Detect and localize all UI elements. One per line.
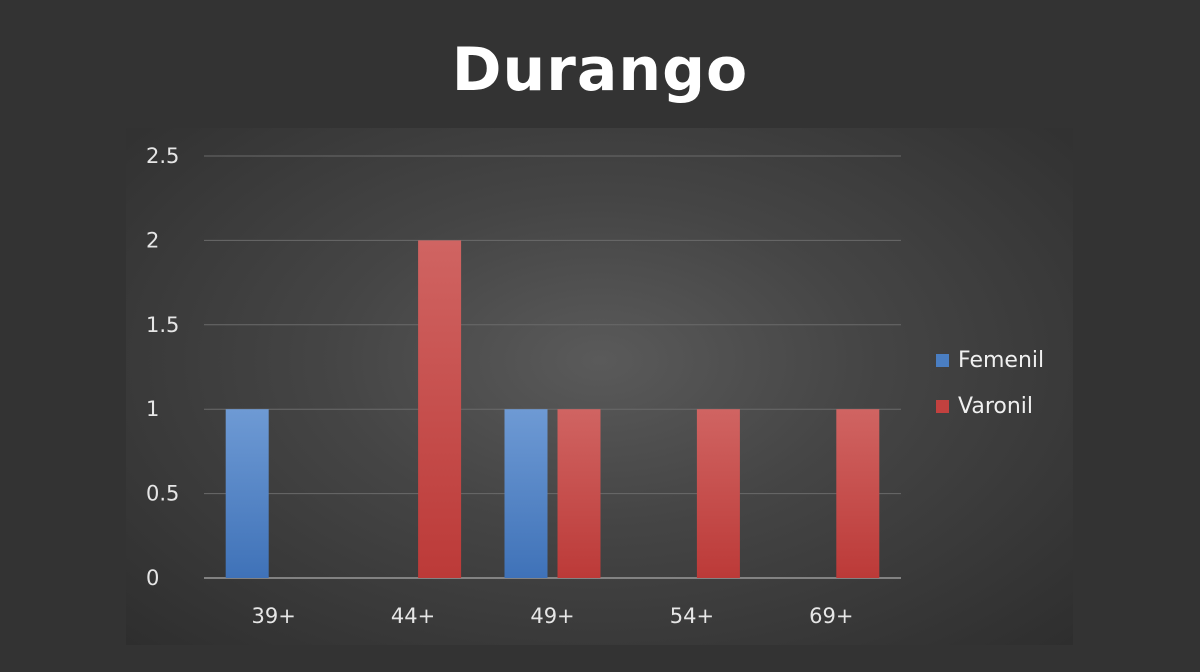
legend: Femenil Varonil xyxy=(936,348,1044,419)
bar-varonil-54plus xyxy=(696,409,740,578)
legend-swatch-varonil xyxy=(936,400,949,413)
x-tick-label: 49+ xyxy=(530,604,574,628)
legend-label-femenil: Femenil xyxy=(958,348,1044,373)
gridlines xyxy=(204,155,901,579)
legend-swatch-femenil xyxy=(936,354,949,367)
bar-femenil-39plus xyxy=(225,409,269,578)
x-tick-label: 54+ xyxy=(670,604,714,628)
y-tick-label: 1.5 xyxy=(146,313,179,337)
y-tick-label: 1 xyxy=(146,397,159,421)
y-tick-label: 0 xyxy=(146,566,159,590)
x-tick-label: 39+ xyxy=(252,604,296,628)
chart-title: Durango xyxy=(451,35,749,105)
x-tick-label: 44+ xyxy=(391,604,435,628)
y-tick-label: 0.5 xyxy=(146,482,179,506)
legend-label-varonil: Varonil xyxy=(958,394,1033,419)
x-tick-label: 69+ xyxy=(809,604,853,628)
bar-varonil-69plus xyxy=(836,409,880,578)
y-tick-label: 2.5 xyxy=(146,144,179,168)
bar-femenil-49plus xyxy=(504,409,548,578)
bar-varonil-49plus xyxy=(557,409,601,578)
bars xyxy=(225,240,880,578)
x-axis-ticks: 39+ 44+ 49+ 54+ 69+ xyxy=(252,604,854,628)
bar-varonil-44plus xyxy=(418,240,462,578)
y-tick-label: 2 xyxy=(146,228,159,252)
y-axis-ticks: 0 0.5 1 1.5 2 2.5 xyxy=(146,144,179,590)
bar-chart: 0 0.5 1 1.5 2 2.5 39+ 44+ 49+ 54+ 69+ Femenil Varo… xyxy=(146,144,1044,628)
plot-area: 0 0.5 1 1.5 2 2.5 39+ 44+ 49+ 54+ 69+ Femenil Varo… xyxy=(126,128,1073,645)
